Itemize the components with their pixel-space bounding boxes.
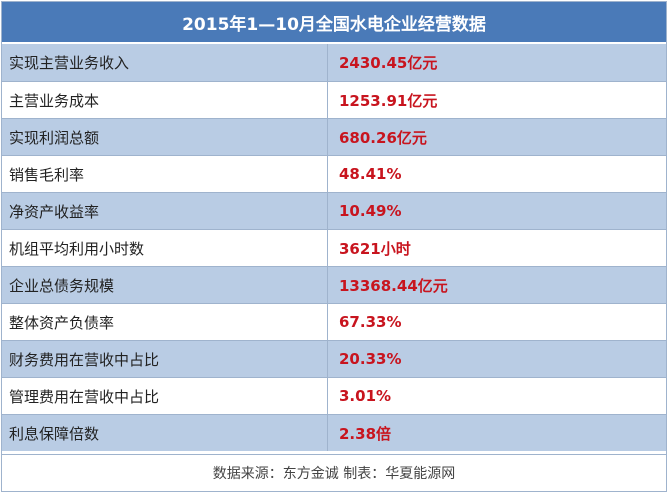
table-row: 实现利润总额 680.26亿元: [2, 118, 666, 155]
row-value: 680.26亿元: [339, 128, 427, 147]
row-label: 实现主营业务收入: [2, 44, 328, 81]
row-value: 3621小时: [339, 239, 411, 258]
row-value: 48.41%: [339, 165, 402, 183]
table-row: 财务费用在营收中占比 20.33%: [2, 340, 666, 377]
row-label: 管理费用在营收中占比: [2, 378, 328, 414]
row-label: 利息保障倍数: [2, 415, 328, 451]
table-row: 企业总债务规模 13368.44亿元: [2, 266, 666, 303]
row-label: 企业总债务规模: [2, 267, 328, 303]
table-row: 净资产收益率 10.49%: [2, 192, 666, 229]
row-label: 销售毛利率: [2, 156, 328, 192]
table-row: 机组平均利用小时数 3621小时: [2, 229, 666, 266]
row-value: 20.33%: [339, 350, 402, 368]
table-row: 利息保障倍数 2.38倍: [2, 414, 666, 451]
row-value: 67.33%: [339, 313, 402, 331]
row-label: 机组平均利用小时数: [2, 230, 328, 266]
row-label: 财务费用在营收中占比: [2, 341, 328, 377]
table-row: 整体资产负债率 67.33%: [2, 303, 666, 340]
table-row: 主营业务成本 1253.91亿元: [2, 81, 666, 118]
table-row: 实现主营业务收入 2430.45亿元: [2, 44, 666, 81]
row-label: 整体资产负债率: [2, 304, 328, 340]
table-body: 实现主营业务收入 2430.45亿元 主营业务成本 1253.91亿元 实现利润…: [2, 44, 666, 451]
row-value: 13368.44亿元: [339, 276, 448, 295]
source-footer: 数据来源：东方金诚 制表：华夏能源网: [2, 454, 666, 491]
table-row: 管理费用在营收中占比 3.01%: [2, 377, 666, 414]
row-label: 实现利润总额: [2, 119, 328, 155]
row-value: 1253.91亿元: [339, 91, 438, 110]
row-value: 2.38倍: [339, 424, 392, 443]
row-label: 净资产收益率: [2, 193, 328, 229]
row-label: 主营业务成本: [2, 82, 328, 118]
table-row: 销售毛利率 48.41%: [2, 155, 666, 192]
row-value: 10.49%: [339, 202, 402, 220]
row-value: 2430.45亿元: [339, 54, 438, 72]
row-value: 3.01%: [339, 387, 392, 405]
table-title: 2015年1—10月全国水电企业经营数据: [2, 2, 666, 42]
